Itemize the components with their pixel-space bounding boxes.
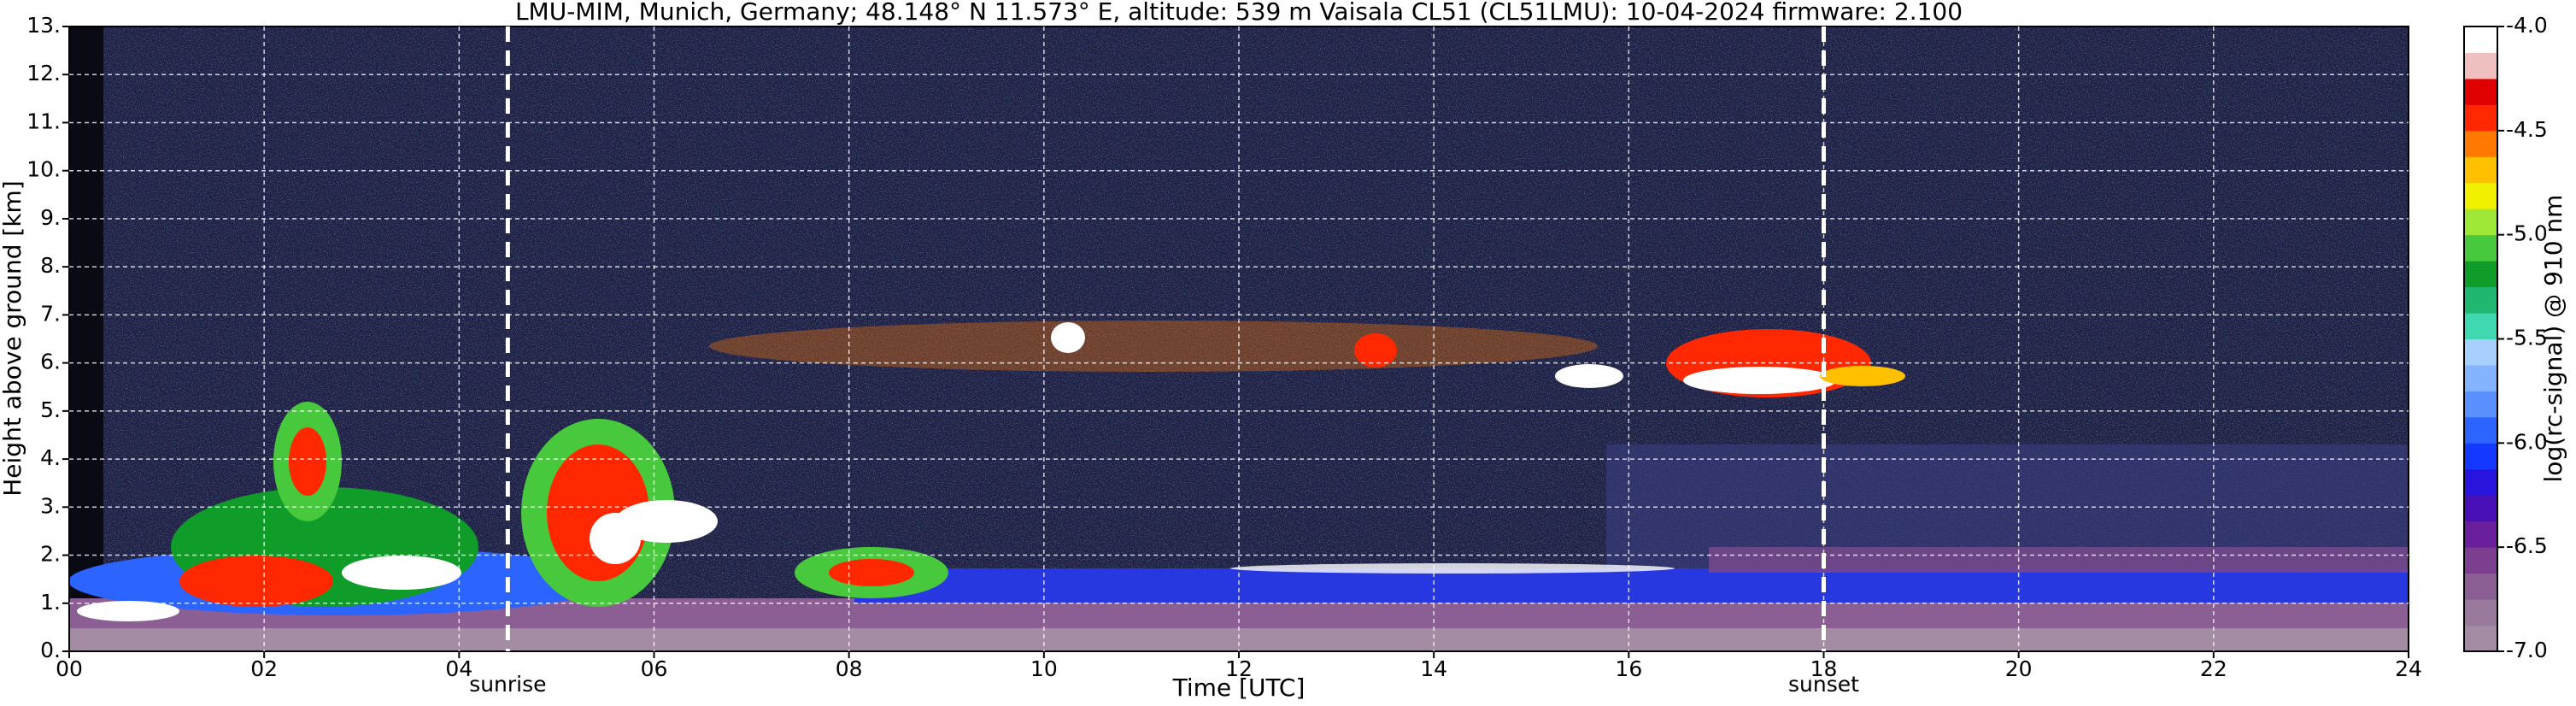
band — [69, 628, 2409, 651]
x-tick-label: 12 — [1225, 656, 1253, 681]
colorbar-tick-label: -4.5 — [2506, 117, 2548, 142]
x-tick-label: 16 — [1615, 656, 1642, 681]
y-tick-label: 11. — [26, 109, 61, 133]
blob — [342, 556, 461, 590]
colorbar-swatch — [2464, 26, 2497, 53]
x-tick-label: 06 — [641, 656, 668, 681]
colorbar-swatch — [2464, 261, 2497, 288]
y-tick-label: 13. — [26, 13, 61, 38]
cloud — [1051, 322, 1085, 353]
colorbar-tick-label: -6.0 — [2506, 429, 2548, 454]
y-tick-label: 0. — [40, 638, 61, 662]
x-tick-label: 20 — [2005, 656, 2033, 681]
colorbar-swatch — [2464, 78, 2497, 105]
blob — [289, 427, 326, 496]
annotation-label: sunrise — [469, 672, 546, 697]
x-tick-label: 22 — [2200, 656, 2227, 681]
x-tick-label: 18 — [1810, 656, 1838, 681]
colorbar-swatch — [2464, 338, 2497, 366]
x-axis-label: Time [UTC] — [1172, 674, 1306, 702]
blob — [615, 500, 718, 543]
x-tick-label: 24 — [2395, 656, 2422, 681]
colorbar-tick-label: -4.0 — [2506, 13, 2548, 38]
y-tick-label: 2. — [40, 542, 61, 567]
y-tick-label: 5. — [40, 397, 61, 422]
x-tick-label: 02 — [250, 656, 278, 681]
colorbar-swatch — [2464, 547, 2497, 574]
colorbar-swatch — [2464, 391, 2497, 418]
colorbar-swatch — [2464, 130, 2497, 157]
cloud — [1354, 333, 1397, 368]
blob — [77, 601, 179, 621]
colorbar-swatch — [2464, 495, 2497, 522]
x-tick-label: 00 — [56, 656, 83, 681]
chart-title: LMU-MIM, Munich, Germany; 48.148° N 11.5… — [515, 0, 1963, 26]
colorbar-swatch — [2464, 364, 2497, 391]
colorbar-swatch — [2464, 599, 2497, 627]
y-tick-label: 7. — [40, 301, 61, 326]
shade — [69, 26, 103, 651]
y-tick-label: 4. — [40, 445, 61, 470]
cloud — [1555, 364, 1623, 388]
y-tick-label: 8. — [40, 253, 61, 278]
colorbar-swatch — [2464, 182, 2497, 209]
y-tick-label: 6. — [40, 350, 61, 374]
y-tick-label: 3. — [40, 493, 61, 518]
cloud-base — [1230, 563, 1675, 574]
colorbar-swatch — [2464, 625, 2497, 652]
colorbar-swatch — [2464, 416, 2497, 444]
colorbar-tick-label: -6.5 — [2506, 533, 2548, 558]
x-tick-label: 08 — [836, 656, 863, 681]
colorbar-tick-label: -7.0 — [2506, 638, 2548, 662]
colorbar-swatch — [2464, 234, 2497, 262]
cloud — [1683, 367, 1837, 394]
colorbar-tick-label: -5.0 — [2506, 221, 2548, 246]
colorbar-swatch — [2464, 156, 2497, 184]
y-tick-label: 10. — [26, 157, 61, 182]
x-tick-label: 04 — [445, 656, 472, 681]
x-tick-label: 10 — [1030, 656, 1058, 681]
annotation-label: sunset — [1788, 672, 1859, 697]
cloud — [709, 321, 1598, 372]
colorbar-swatch — [2464, 209, 2497, 236]
band — [854, 568, 2409, 603]
y-tick-label: 12. — [26, 61, 61, 85]
band — [1709, 547, 2409, 573]
colorbar-label: log(rc-signal) @ 910 nm — [2539, 195, 2567, 483]
cloud — [1820, 366, 1905, 386]
colorbar-swatch — [2464, 443, 2497, 470]
colorbar-swatch — [2464, 573, 2497, 600]
y-tick-label: 1. — [40, 590, 61, 615]
blob — [179, 556, 333, 607]
x-tick-label: 14 — [1420, 656, 1447, 681]
colorbar-swatch — [2464, 286, 2497, 314]
y-tick-label: 9. — [40, 205, 61, 230]
colorbar-swatch — [2464, 468, 2497, 496]
colorbar-swatch — [2464, 313, 2497, 339]
colorbar-swatch — [2464, 52, 2497, 79]
blob — [829, 559, 914, 586]
colorbar-swatch — [2464, 104, 2497, 132]
y-axis-label: Height above ground [km] — [0, 180, 26, 497]
colorbar-swatch — [2464, 521, 2497, 548]
colorbar-tick-label: -5.5 — [2506, 326, 2548, 350]
